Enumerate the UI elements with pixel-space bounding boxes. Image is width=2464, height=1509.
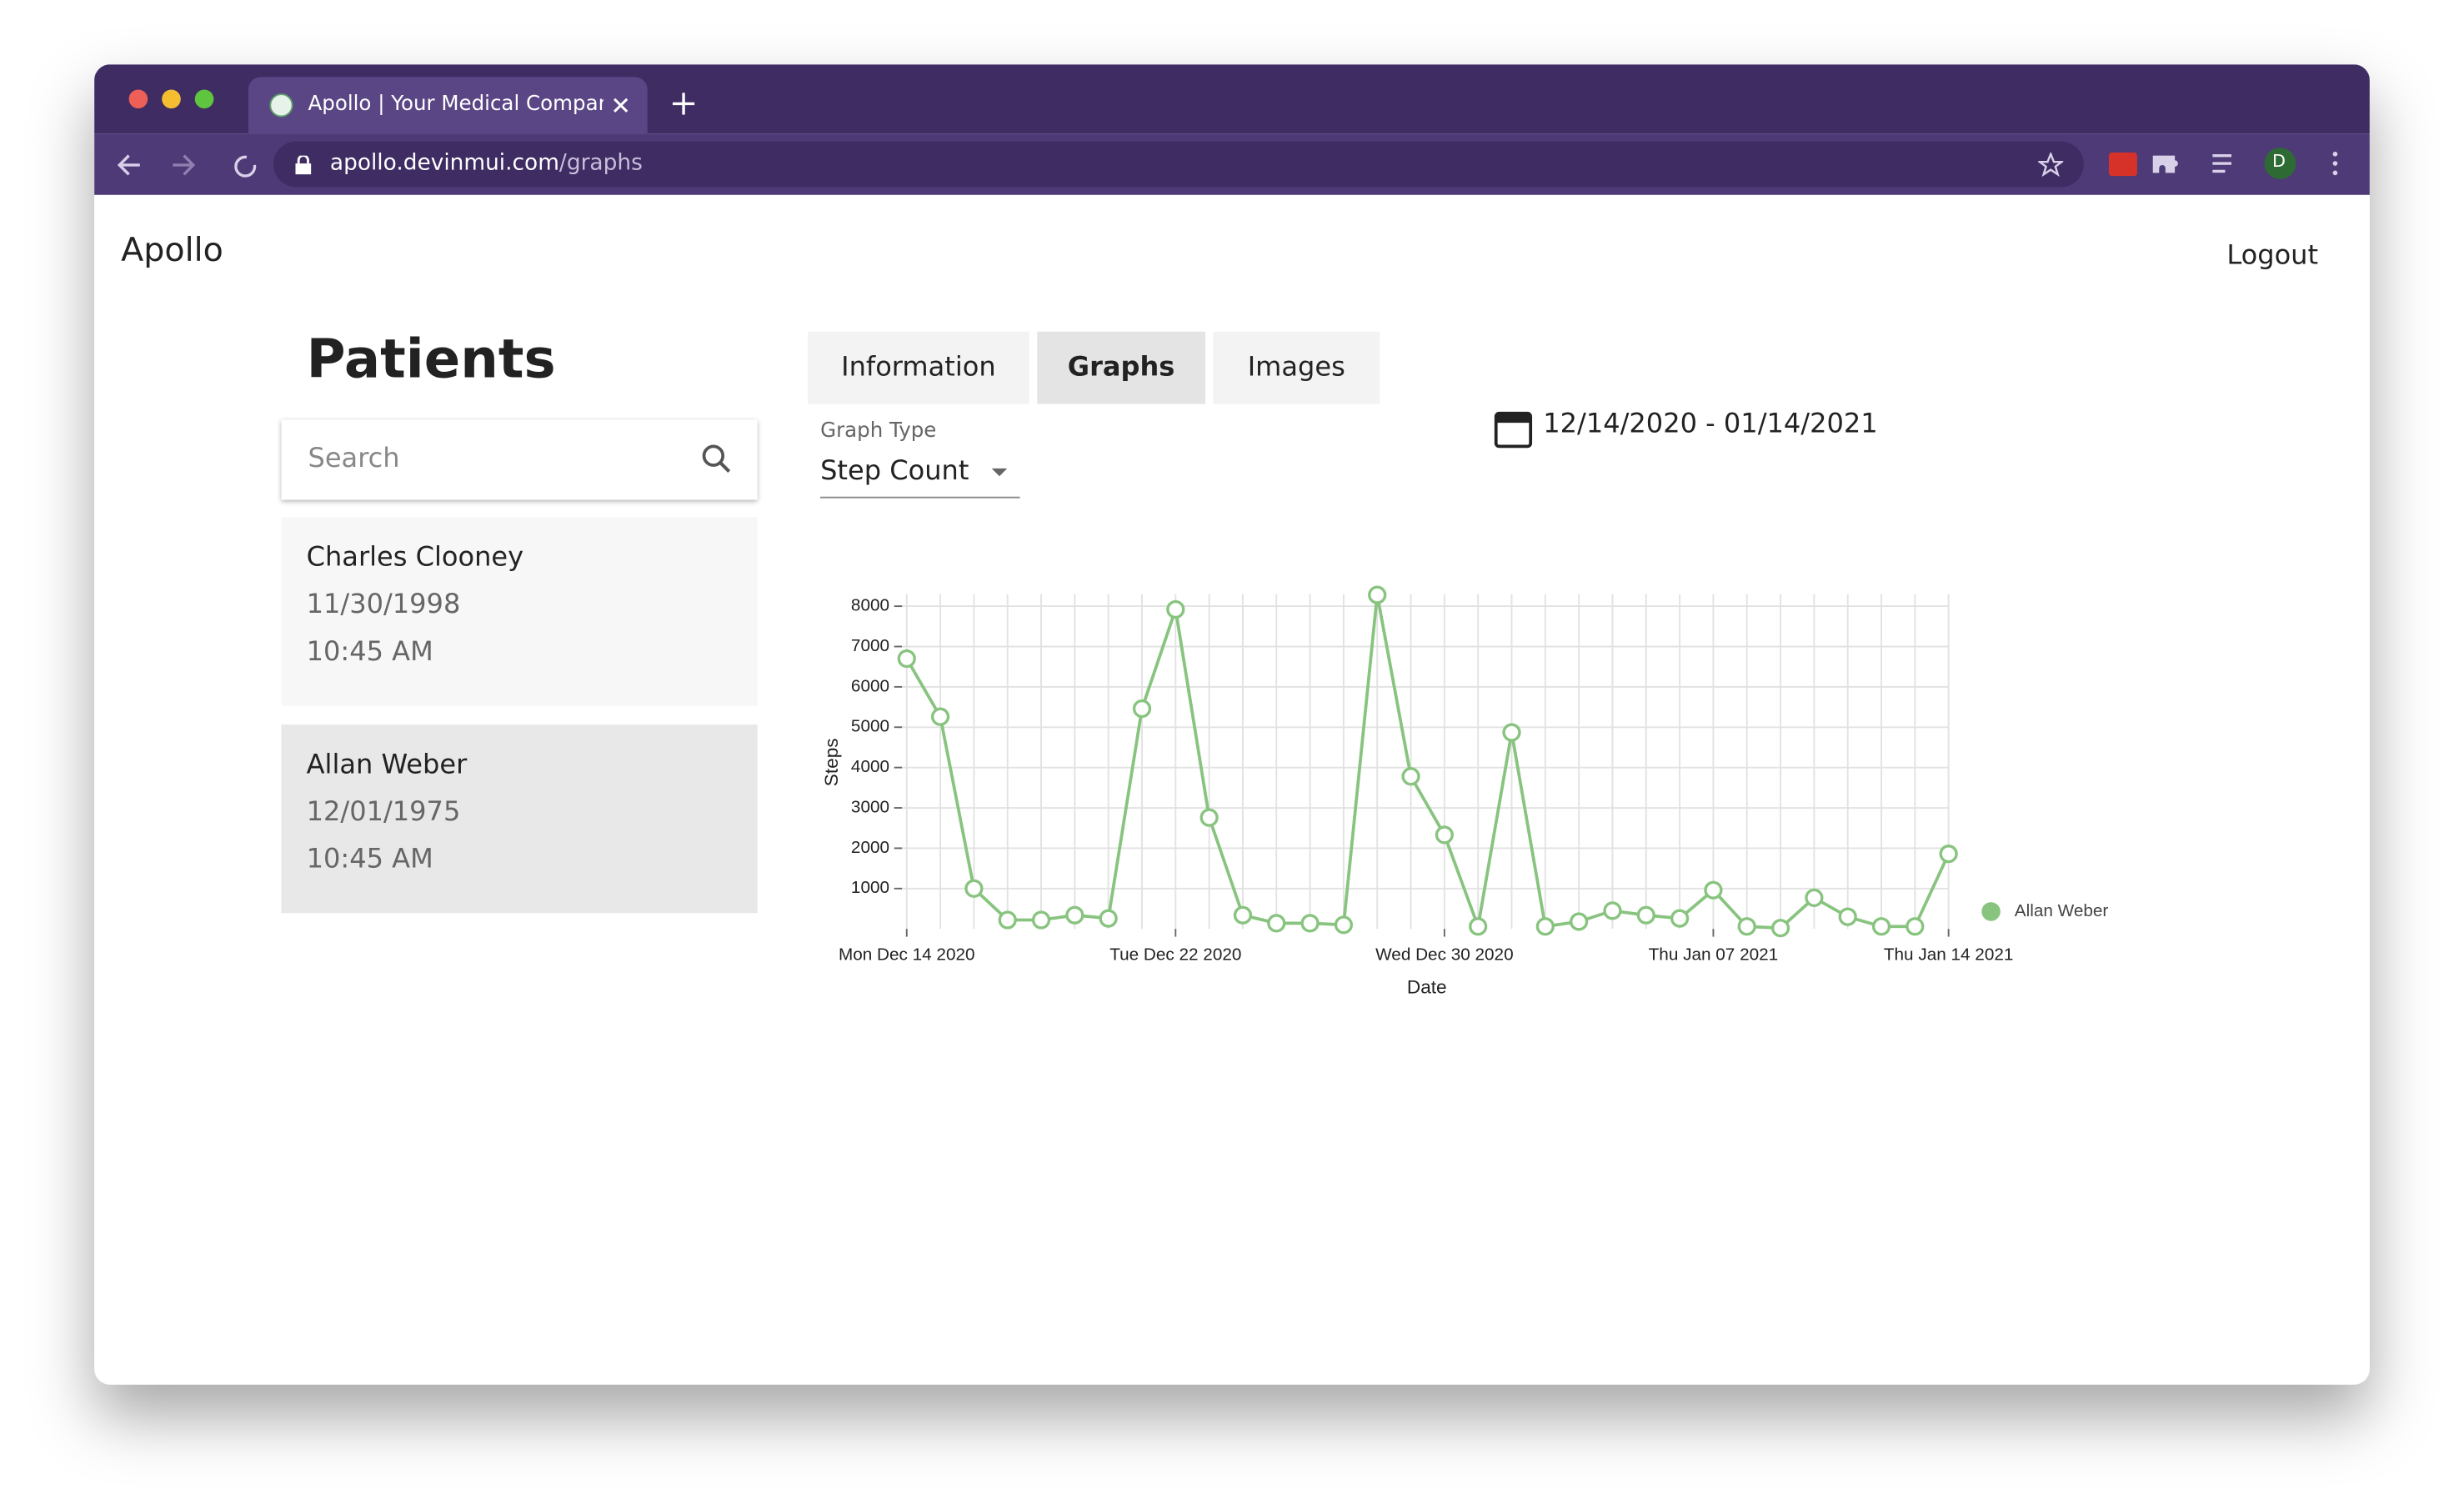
data-point bbox=[1031, 910, 1051, 930]
patient-card[interactable]: Allan Weber 12/01/1975 10:45 AM bbox=[281, 724, 758, 914]
lock-icon bbox=[295, 155, 312, 175]
search-placeholder: Search bbox=[308, 443, 400, 475]
date-range[interactable]: 12/14/2020 - 01/14/2021 bbox=[1543, 409, 1878, 440]
data-point bbox=[964, 879, 984, 898]
y-tick-label: 2000 bbox=[851, 838, 889, 857]
search-box[interactable]: Search bbox=[281, 419, 758, 500]
data-point bbox=[1166, 599, 1185, 619]
data-point bbox=[1199, 808, 1219, 827]
url-host: apollo.devinmui.com bbox=[329, 150, 559, 177]
y-axis-label: Steps bbox=[821, 738, 842, 786]
toolbar: apollo.devinmui.com/graphs D bbox=[94, 133, 2370, 195]
heading: Patients bbox=[306, 328, 556, 392]
graph-type-label: Graph Type bbox=[820, 419, 937, 444]
y-tick-label: 8000 bbox=[851, 596, 889, 615]
tab-button[interactable]: Information bbox=[807, 331, 1029, 404]
graph-type-select[interactable]: Step Count bbox=[820, 451, 1020, 499]
data-point bbox=[1603, 901, 1622, 920]
data-point bbox=[1132, 699, 1152, 719]
patient-dob: 11/30/1998 bbox=[306, 589, 461, 621]
patient-name: Charles Clooney bbox=[306, 542, 524, 574]
data-point bbox=[930, 707, 950, 726]
patient-time: 10:45 AM bbox=[306, 844, 433, 876]
data-point bbox=[1233, 905, 1253, 925]
data-point bbox=[1401, 767, 1420, 786]
brand[interactable]: Apollo bbox=[121, 231, 223, 269]
data-point bbox=[1770, 919, 1790, 938]
data-point bbox=[1502, 723, 1521, 742]
x-tick-label: Thu Jan 07 2021 bbox=[1649, 945, 1779, 965]
graph-type-value: Step Count bbox=[820, 455, 969, 488]
data-point bbox=[1737, 917, 1756, 936]
bookmark-star[interactable] bbox=[2038, 152, 2064, 178]
data-point bbox=[1704, 880, 1723, 900]
x-tick-label: Tue Dec 22 2020 bbox=[1109, 945, 1241, 965]
x-tick-label: Thu Jan 14 2021 bbox=[1884, 945, 2014, 965]
data-point bbox=[1469, 917, 1488, 936]
data-point bbox=[1368, 585, 1387, 604]
y-tick-label: 1000 bbox=[851, 878, 889, 897]
tab-close[interactable] bbox=[613, 98, 629, 113]
patient-card[interactable]: Charles Clooney 11/30/1998 10:45 AM bbox=[281, 517, 758, 706]
x-tick-label: Wed Dec 30 2020 bbox=[1375, 945, 1513, 965]
legend-swatch bbox=[1981, 902, 2001, 921]
data-point bbox=[1267, 914, 1286, 933]
data-point bbox=[1099, 909, 1118, 928]
data-point bbox=[1939, 845, 1958, 864]
y-tick-label: 6000 bbox=[851, 676, 889, 695]
data-point bbox=[1535, 917, 1555, 936]
data-point bbox=[1636, 905, 1655, 925]
maximize-button[interactable] bbox=[194, 89, 214, 109]
data-point bbox=[998, 910, 1017, 930]
data-point bbox=[1670, 909, 1690, 928]
browser-tab[interactable]: Apollo | Your Medical Compani bbox=[248, 77, 648, 134]
logout-button[interactable]: Logout bbox=[2226, 240, 2319, 273]
data-point bbox=[1805, 888, 1824, 908]
address-bar[interactable]: apollo.devinmui.com/graphs bbox=[273, 141, 2084, 188]
data-point bbox=[1570, 912, 1589, 931]
series-line bbox=[905, 594, 1951, 933]
favicon bbox=[269, 93, 293, 118]
data-point bbox=[1871, 917, 1891, 936]
dropdown-arrow bbox=[991, 468, 1008, 477]
data-point bbox=[897, 649, 916, 669]
tab-button[interactable]: Images bbox=[1213, 331, 1380, 404]
data-point bbox=[1334, 915, 1354, 935]
y-tick-label: 3000 bbox=[851, 797, 889, 816]
new-tab[interactable] bbox=[672, 93, 695, 115]
data-point bbox=[1435, 825, 1454, 845]
nav-buttons[interactable] bbox=[117, 153, 274, 178]
tab-title: Apollo | Your Medical Compani bbox=[308, 93, 603, 117]
data-point bbox=[1906, 917, 1925, 936]
calendar-icon[interactable] bbox=[1493, 407, 1534, 449]
close-button[interactable] bbox=[128, 89, 148, 109]
patient-time: 10:45 AM bbox=[306, 636, 433, 669]
patient-dob: 12/01/1975 bbox=[306, 796, 461, 829]
url-path: /graphs bbox=[558, 150, 643, 177]
extensions[interactable] bbox=[2106, 146, 2357, 183]
title-bar: Apollo | Your Medical Compani bbox=[94, 64, 2370, 134]
legend-label: Allan Weber bbox=[2015, 901, 2109, 920]
y-tick-label: 4000 bbox=[851, 757, 889, 776]
x-tick-label: Mon Dec 14 2020 bbox=[839, 945, 975, 965]
avatar-initial: D bbox=[2271, 150, 2286, 172]
browser-window: Apollo | Your Medical Compani apollo.dev… bbox=[94, 64, 2370, 1385]
data-point bbox=[1300, 914, 1320, 933]
x-axis-label: Date bbox=[1407, 977, 1447, 998]
search-icon bbox=[702, 444, 731, 474]
y-tick-label: 7000 bbox=[851, 636, 889, 655]
data-point bbox=[1838, 907, 1857, 926]
tab-button-active[interactable]: Graphs bbox=[1037, 331, 1205, 404]
minimize-button[interactable] bbox=[162, 89, 181, 109]
data-point bbox=[1065, 905, 1084, 925]
patient-name: Allan Weber bbox=[306, 749, 468, 781]
y-tick-label: 5000 bbox=[851, 717, 889, 736]
